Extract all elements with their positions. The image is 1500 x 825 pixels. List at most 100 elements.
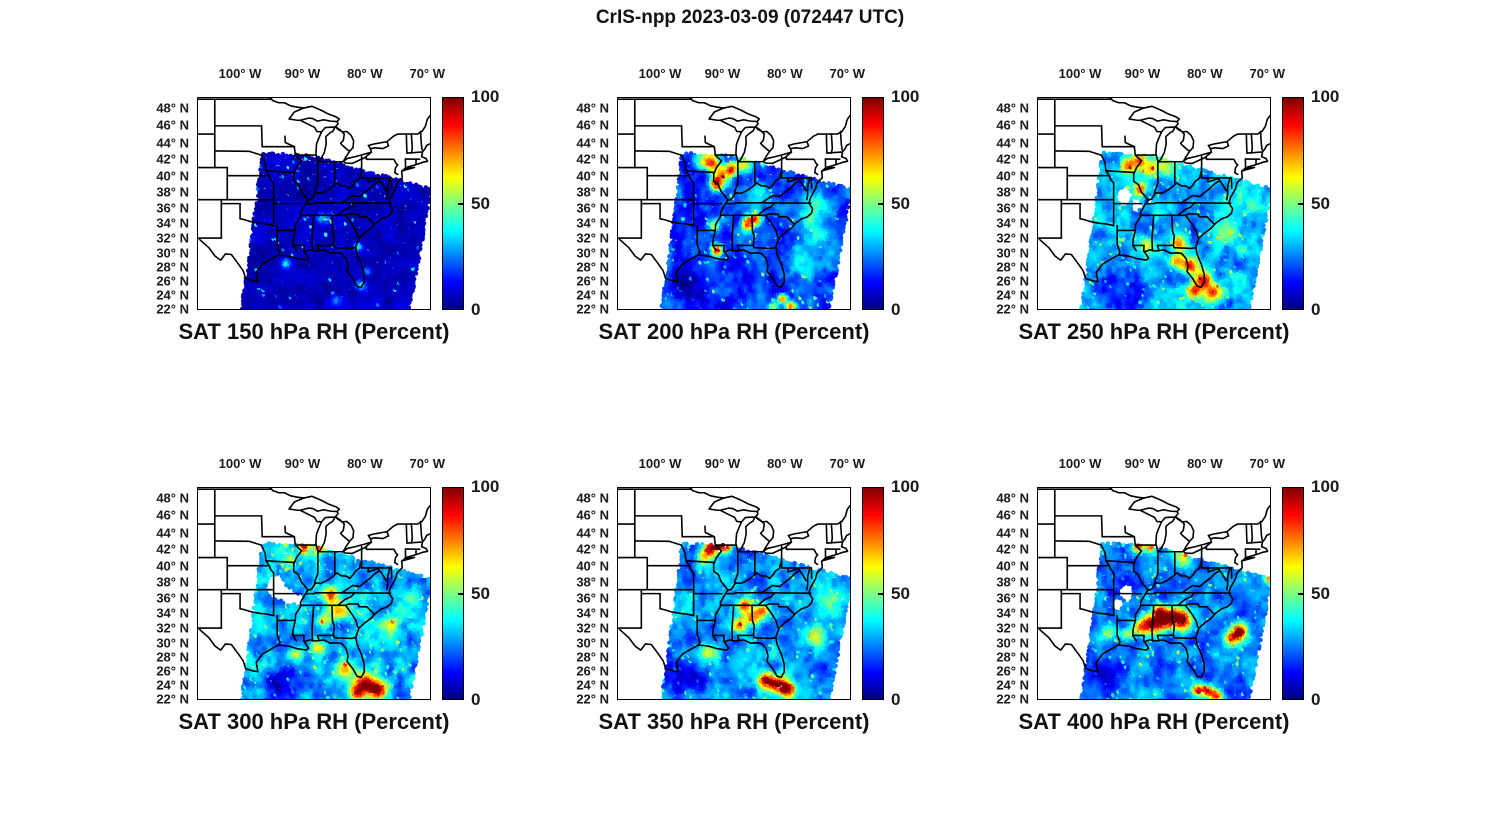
map-canvas-400hpa <box>1037 487 1271 700</box>
lat-tick-label: 24° N <box>996 677 1029 693</box>
lat-tick-label: 36° N <box>996 200 1029 216</box>
colorbar-tick-label: 0 <box>471 300 481 319</box>
lat-tick-label: 36° N <box>996 590 1029 606</box>
lat-tick-label: 38° N <box>156 184 189 200</box>
lat-tick-label: 46° N <box>156 507 189 523</box>
lat-tick-label: 46° N <box>996 507 1029 523</box>
lat-tick-label: 44° N <box>996 135 1029 151</box>
lat-tick-label: 32° N <box>576 620 609 636</box>
lat-tick-label: 38° N <box>996 184 1029 200</box>
map-canvas-250hpa <box>1037 97 1271 310</box>
lat-tick-label: 22° N <box>996 301 1029 317</box>
colorbar-tick-label: 100 <box>471 477 500 496</box>
lat-tick-label: 42° N <box>996 151 1029 167</box>
lat-tick-label: 24° N <box>576 287 609 303</box>
lon-tick-label: 90° W <box>704 456 741 471</box>
colorbar-tick-label: 50 <box>1311 193 1330 213</box>
colorbar-mid-tick <box>878 593 883 595</box>
colorbar <box>1282 487 1304 700</box>
lat-tick-label: 46° N <box>996 117 1029 133</box>
lat-tick-label: 44° N <box>156 525 189 541</box>
lat-tick-label: 48° N <box>156 490 189 506</box>
lat-tick-label: 44° N <box>576 135 609 151</box>
lat-tick-label: 34° N <box>996 215 1029 231</box>
lat-tick-label: 42° N <box>576 541 609 557</box>
lat-tick-label: 40° N <box>576 168 609 184</box>
lat-tick-label: 42° N <box>156 541 189 557</box>
lat-tick-label: 42° N <box>156 151 189 167</box>
panel-title-300hpa: SAT 300 hPa RH (Percent) <box>178 709 450 734</box>
colorbar-tick-label: 50 <box>891 193 910 213</box>
lat-tick-label: 24° N <box>576 677 609 693</box>
lon-tick-label: 90° W <box>1124 456 1161 471</box>
lat-tick-label: 36° N <box>156 590 189 606</box>
colorbar-mid-tick <box>1298 203 1303 205</box>
lon-tick-label: 80° W <box>347 66 383 81</box>
lon-tick-label: 100° W <box>1058 456 1102 471</box>
map-canvas-150hpa <box>197 97 431 310</box>
lon-tick-label: 80° W <box>347 456 383 471</box>
lon-tick-label: 70° W <box>829 456 866 471</box>
lon-tick-label: 70° W <box>409 456 446 471</box>
lat-tick-label: 22° N <box>156 301 189 317</box>
lon-tick-label: 100° W <box>638 456 682 471</box>
lat-tick-label: 24° N <box>156 677 189 693</box>
lat-tick-label: 34° N <box>576 215 609 231</box>
lon-tick-label: 100° W <box>638 66 682 81</box>
colorbar-tick-label: 100 <box>891 87 920 106</box>
lat-tick-label: 40° N <box>576 558 609 574</box>
lat-tick-label: 42° N <box>996 541 1029 557</box>
panel-title-400hpa: SAT 400 hPa RH (Percent) <box>1018 709 1290 734</box>
colorbar-tick-label: 100 <box>1311 477 1340 496</box>
colorbar-tick-label: 50 <box>471 193 490 213</box>
lat-tick-label: 36° N <box>576 590 609 606</box>
lat-tick-label: 46° N <box>156 117 189 133</box>
lat-tick-label: 26° N <box>156 663 189 679</box>
lat-tick-label: 30° N <box>156 635 189 651</box>
lat-tick-label: 38° N <box>996 574 1029 590</box>
colorbar-mid-tick <box>878 203 883 205</box>
lat-tick-label: 40° N <box>996 558 1029 574</box>
colorbar-tick-label: 50 <box>1311 583 1330 603</box>
lat-tick-label: 36° N <box>576 200 609 216</box>
lat-tick-label: 28° N <box>576 259 609 275</box>
lat-tick-label: 26° N <box>576 663 609 679</box>
lat-tick-label: 32° N <box>996 620 1029 636</box>
lon-tick-label: 80° W <box>767 456 803 471</box>
lat-tick-label: 38° N <box>576 574 609 590</box>
lat-tick-label: 26° N <box>156 273 189 289</box>
colorbar-tick-label: 0 <box>1311 300 1321 319</box>
panel-title-350hpa: SAT 350 hPa RH (Percent) <box>598 709 870 734</box>
lat-tick-label: 30° N <box>996 635 1029 651</box>
colorbar-tick-label: 0 <box>1311 690 1321 709</box>
lon-tick-label: 100° W <box>1058 66 1102 81</box>
map-canvas-300hpa <box>197 487 431 700</box>
lat-tick-label: 38° N <box>576 184 609 200</box>
lat-tick-label: 32° N <box>156 620 189 636</box>
lat-tick-label: 32° N <box>996 230 1029 246</box>
lon-tick-label: 80° W <box>1187 456 1223 471</box>
lat-tick-label: 46° N <box>576 507 609 523</box>
lat-tick-label: 36° N <box>156 200 189 216</box>
colorbar-mid-tick <box>1298 593 1303 595</box>
lat-tick-label: 48° N <box>996 490 1029 506</box>
lat-tick-label: 46° N <box>576 117 609 133</box>
lat-tick-label: 44° N <box>576 525 609 541</box>
colorbar-tick-label: 0 <box>891 690 901 709</box>
lat-tick-label: 40° N <box>156 168 189 184</box>
colorbar <box>442 487 464 700</box>
colorbar <box>862 97 884 310</box>
lat-tick-label: 28° N <box>996 649 1029 665</box>
colorbar-tick-label: 50 <box>471 583 490 603</box>
lon-tick-label: 100° W <box>218 456 262 471</box>
lat-tick-label: 40° N <box>996 168 1029 184</box>
colorbar-tick-label: 100 <box>471 87 500 106</box>
lat-tick-label: 34° N <box>576 605 609 621</box>
lat-tick-label: 34° N <box>156 605 189 621</box>
lat-tick-label: 42° N <box>576 151 609 167</box>
colorbar-tick-label: 0 <box>471 690 481 709</box>
panel-title-200hpa: SAT 200 hPa RH (Percent) <box>598 319 870 344</box>
lon-tick-label: 70° W <box>1249 66 1286 81</box>
lat-tick-label: 44° N <box>156 135 189 151</box>
lat-tick-label: 26° N <box>996 663 1029 679</box>
